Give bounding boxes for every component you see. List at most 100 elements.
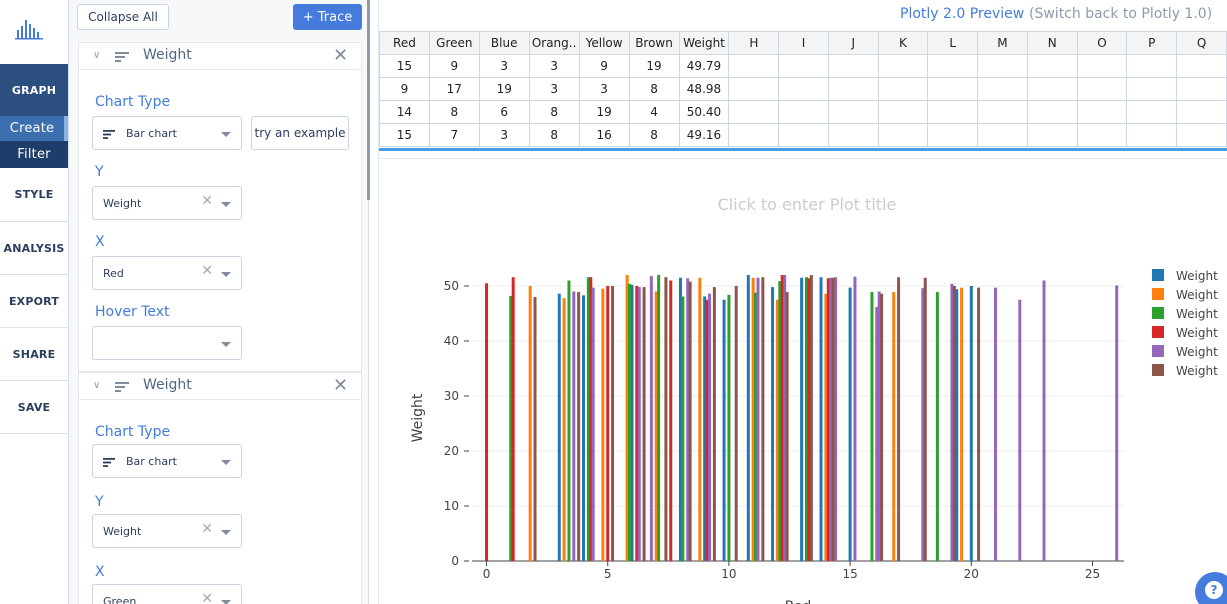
grid-cell[interactable]: 3 [478, 123, 530, 147]
bar[interactable] [977, 287, 981, 561]
bar[interactable] [897, 277, 901, 561]
nav-style[interactable]: STYLE [0, 168, 68, 222]
close-icon[interactable]: ✕ [333, 375, 349, 396]
close-icon[interactable]: ✕ [333, 45, 349, 66]
bar[interactable] [511, 277, 515, 561]
legend-swatch[interactable] [1152, 269, 1164, 281]
bar[interactable] [994, 287, 998, 561]
column-header[interactable]: I [778, 31, 829, 55]
bar[interactable] [703, 296, 707, 561]
bar[interactable] [960, 287, 964, 561]
grid-cell[interactable] [1026, 123, 1078, 147]
grid-cell[interactable] [1076, 123, 1128, 147]
clear-icon[interactable]: ✕ [201, 263, 213, 279]
column-header[interactable]: K [877, 31, 929, 55]
panel-scrollbar[interactable] [369, 0, 379, 604]
bar[interactable] [591, 287, 595, 561]
column-header[interactable]: Yellow [578, 31, 630, 55]
grid-cell[interactable] [927, 77, 979, 101]
column-header[interactable]: P [1126, 31, 1178, 55]
bar[interactable] [785, 292, 789, 561]
bar[interactable] [606, 286, 610, 561]
legend-swatch[interactable] [1152, 288, 1164, 300]
bar[interactable] [509, 295, 513, 561]
bar[interactable] [642, 287, 646, 561]
scrollbar-thumb[interactable] [367, 0, 370, 200]
bar[interactable] [669, 280, 673, 562]
bar[interactable] [589, 277, 593, 561]
grid-cell[interactable] [1176, 54, 1227, 78]
column-header[interactable]: Blue [478, 31, 530, 55]
grid-cell[interactable] [1026, 54, 1078, 78]
grid-cell[interactable] [1076, 54, 1128, 78]
grid-cell[interactable]: 3 [528, 77, 580, 101]
x-axis-title[interactable]: Red [785, 599, 812, 604]
bar[interactable] [567, 280, 571, 562]
bar[interactable] [935, 292, 939, 561]
grid-cell[interactable] [728, 123, 780, 147]
grid-cell[interactable]: 9 [379, 77, 430, 101]
column-header[interactable]: Weight [678, 31, 730, 55]
grid-cell[interactable]: 49.16 [678, 123, 730, 147]
grid-cell[interactable]: 15 [379, 123, 430, 147]
trace-header[interactable]: ∨ Weight ✕ [79, 43, 361, 70]
bar[interactable] [678, 277, 682, 561]
grid-cell[interactable] [1126, 77, 1178, 101]
legend-swatch[interactable] [1152, 364, 1164, 376]
collapse-all-button[interactable]: Collapse All [77, 4, 169, 30]
bar[interactable] [746, 275, 750, 561]
bar[interactable] [829, 277, 833, 561]
nav-create[interactable]: Create [0, 116, 68, 141]
bar[interactable] [625, 275, 629, 561]
grid-cell[interactable]: 48.98 [678, 77, 730, 101]
grid-cell[interactable] [728, 100, 780, 124]
column-header[interactable]: J [827, 31, 879, 55]
switch-back-link[interactable]: (Switch back to Plotly 1.0) [1029, 6, 1213, 22]
grid-cell[interactable] [778, 123, 829, 147]
bar[interactable] [628, 283, 632, 561]
bar[interactable] [754, 292, 758, 561]
grid-cell[interactable] [778, 54, 829, 78]
bar[interactable] [557, 293, 561, 561]
bar[interactable] [923, 277, 927, 561]
grid-cell[interactable]: 3 [578, 77, 630, 101]
grid-cell[interactable] [827, 77, 879, 101]
bar[interactable] [809, 275, 813, 561]
grid-cell[interactable]: 16 [578, 123, 630, 147]
x-select[interactable]: Green ✕ [92, 584, 242, 604]
bar[interactable] [601, 288, 605, 561]
bar[interactable] [635, 286, 639, 561]
bar[interactable] [848, 287, 852, 561]
column-header[interactable]: Orang.. [528, 31, 580, 55]
grid-cell[interactable] [927, 54, 979, 78]
grid-cell[interactable] [728, 54, 780, 78]
clear-icon[interactable]: ✕ [201, 591, 213, 604]
legend-label[interactable]: Weight [1176, 288, 1218, 302]
grid-cell[interactable] [1176, 123, 1227, 147]
chart-type-select[interactable]: Bar chart [92, 444, 242, 478]
clear-icon[interactable]: ✕ [201, 193, 213, 209]
column-header[interactable]: Red [379, 31, 430, 55]
bar[interactable] [826, 278, 830, 561]
bar[interactable] [853, 276, 857, 561]
bar[interactable] [581, 295, 585, 561]
grid-cell[interactable] [827, 100, 879, 124]
grid-cell[interactable]: 3 [478, 54, 530, 78]
grid-cell[interactable]: 7 [428, 123, 480, 147]
grid-cell[interactable] [1026, 100, 1078, 124]
grid-cell[interactable] [1176, 77, 1227, 101]
nav-graph[interactable]: GRAPH [0, 64, 68, 116]
grid-cell[interactable] [1026, 77, 1078, 101]
bar[interactable] [955, 289, 959, 561]
bar[interactable] [705, 299, 709, 561]
grid-cell[interactable]: 8 [528, 123, 580, 147]
grid-cell[interactable]: 9 [428, 54, 480, 78]
chart-type-select[interactable]: Bar chart [92, 116, 242, 150]
bar[interactable] [778, 281, 782, 561]
bar[interactable] [834, 277, 838, 561]
grid-cell[interactable] [1076, 77, 1128, 101]
plot-title-placeholder[interactable]: Click to enter Plot title [717, 195, 897, 214]
bar[interactable] [698, 277, 702, 561]
bar[interactable] [1018, 299, 1022, 561]
grid-cell[interactable] [877, 123, 929, 147]
